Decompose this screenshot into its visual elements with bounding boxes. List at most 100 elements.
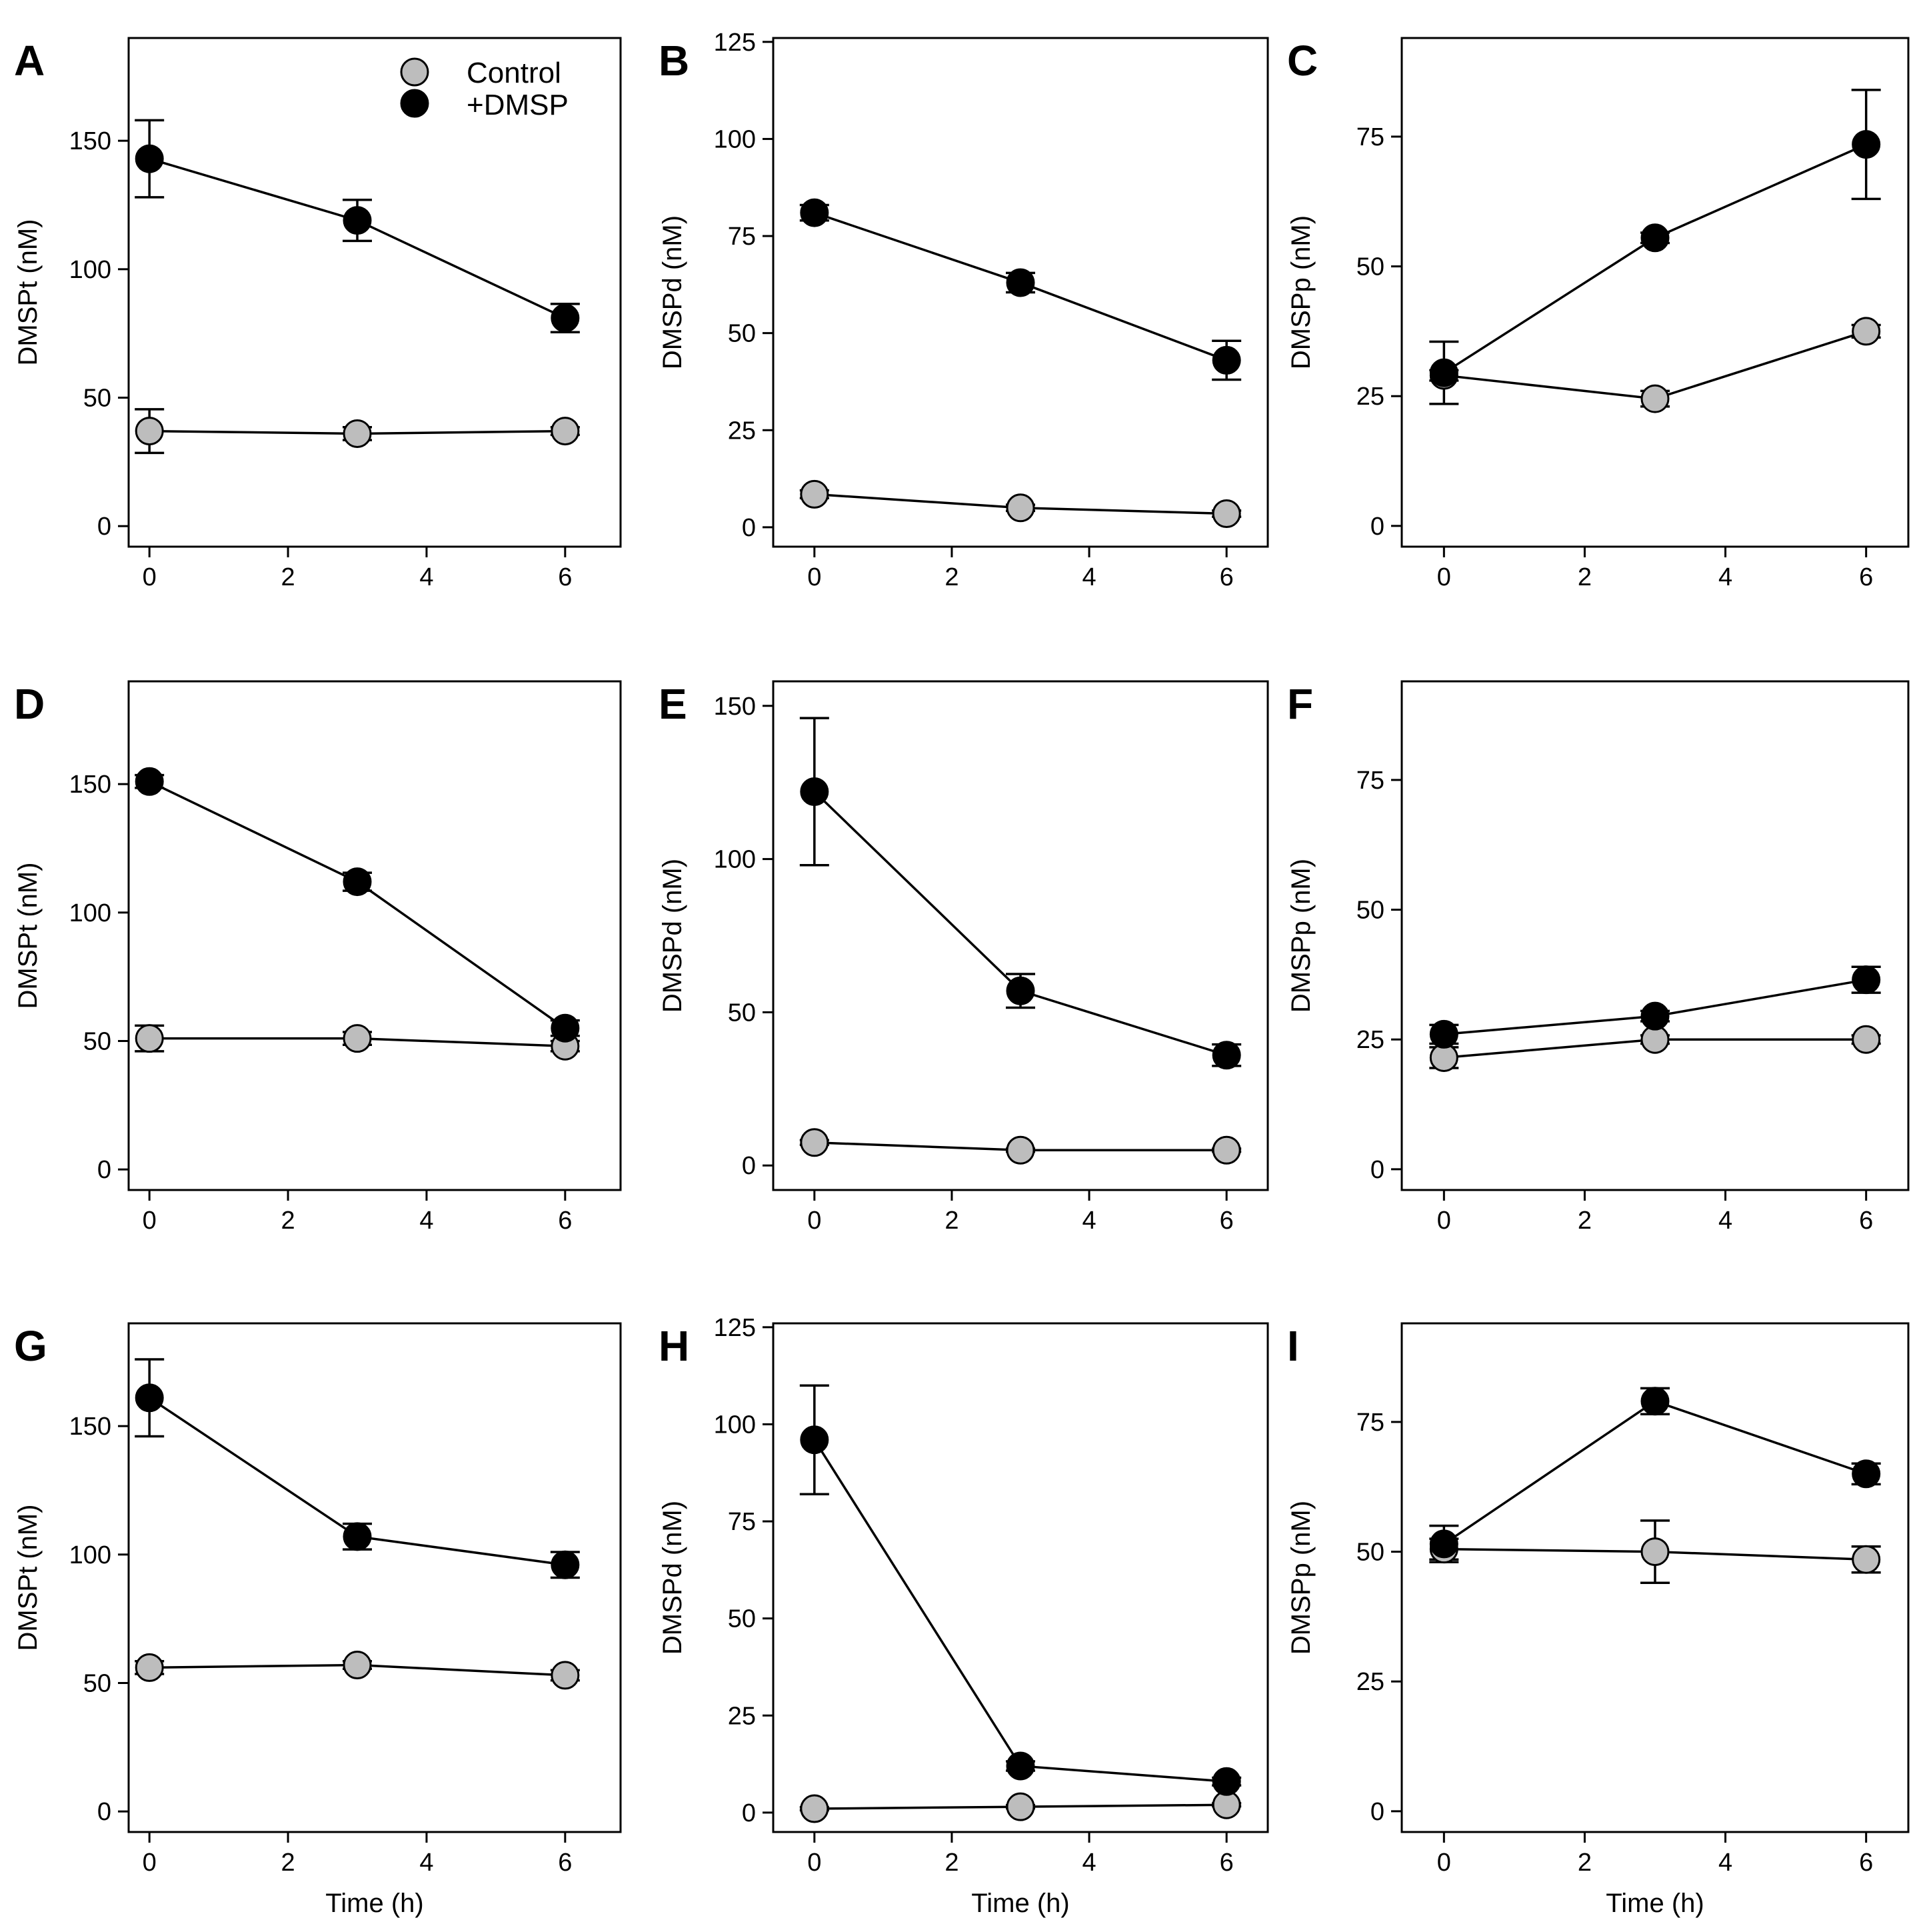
data-point-dmsp bbox=[800, 777, 829, 806]
y-tick-label: 25 bbox=[728, 417, 756, 445]
x-tick-label: 2 bbox=[945, 1207, 959, 1235]
x-tick-label: 4 bbox=[1082, 563, 1096, 591]
panel-letter: G bbox=[14, 1322, 47, 1370]
data-point-control bbox=[343, 1651, 372, 1680]
series-line bbox=[149, 780, 566, 1029]
plot-frame bbox=[772, 1322, 1269, 1833]
data-point-control bbox=[1006, 493, 1035, 523]
y-tick-label: 100 bbox=[714, 125, 756, 153]
data-point-control bbox=[343, 419, 372, 448]
data-point-dmsp bbox=[1006, 976, 1035, 1005]
y-tick-label: 100 bbox=[714, 846, 756, 874]
y-axis-title: DMSPp (nM) bbox=[1286, 215, 1316, 369]
panel-letter: E bbox=[659, 680, 687, 728]
plot-frame bbox=[1400, 37, 1910, 548]
plot-frame bbox=[127, 1322, 622, 1833]
data-point-control bbox=[343, 1024, 372, 1053]
panel-c: 0 25 50 75 0 2 4 6 DMSPp (nM) C bbox=[1286, 37, 1910, 591]
y-axis-title: DMSPp (nM) bbox=[1286, 859, 1316, 1013]
series-line bbox=[813, 1439, 1227, 1783]
x-tick-label: 6 bbox=[1220, 1849, 1234, 1877]
x-tick-label: 2 bbox=[1578, 1207, 1592, 1235]
data-point-dmsp bbox=[1429, 1019, 1458, 1049]
y-tick-label: 75 bbox=[1356, 1409, 1384, 1437]
data-point-control bbox=[1212, 499, 1241, 528]
x-tick-label: 0 bbox=[1437, 1207, 1451, 1235]
y-tick-label: 50 bbox=[83, 1027, 111, 1055]
data-point-dmsp bbox=[551, 303, 580, 333]
data-point-dmsp bbox=[1852, 130, 1881, 159]
y-tick-label: 150 bbox=[69, 771, 111, 799]
data-point-control bbox=[1006, 1792, 1035, 1821]
data-point-dmsp bbox=[1212, 1767, 1241, 1796]
y-tick-label: 150 bbox=[69, 1413, 111, 1441]
x-tick-label: 6 bbox=[1859, 1207, 1873, 1235]
y-tick-label: 0 bbox=[742, 1152, 756, 1180]
x-tick-label: 0 bbox=[807, 1849, 821, 1877]
y-tick-label: 0 bbox=[97, 1156, 111, 1184]
y-tick-label: 125 bbox=[714, 1314, 756, 1342]
data-point-control bbox=[800, 1128, 829, 1157]
x-tick-label: 6 bbox=[558, 563, 572, 591]
data-point-dmsp bbox=[1429, 358, 1458, 387]
plot-frame bbox=[127, 680, 622, 1191]
y-tick-label: 100 bbox=[714, 1411, 756, 1439]
x-tick-label: 4 bbox=[1718, 563, 1732, 591]
data-point-dmsp bbox=[135, 767, 164, 796]
x-tick-label: 4 bbox=[419, 1207, 433, 1235]
y-tick-label: 75 bbox=[728, 223, 756, 251]
plot-frame bbox=[1400, 680, 1910, 1191]
series-dmsp bbox=[799, 1384, 1242, 1787]
series-line bbox=[1443, 143, 1867, 374]
x-tick-label: 2 bbox=[281, 1207, 295, 1235]
panel-letter: A bbox=[14, 37, 45, 85]
y-axis-title: DMSPd (nM) bbox=[658, 215, 687, 369]
y-tick-label: 50 bbox=[1356, 1539, 1384, 1567]
data-point-control bbox=[1852, 1545, 1881, 1574]
x-tick-label: 0 bbox=[807, 563, 821, 591]
data-point-control bbox=[1006, 1135, 1035, 1165]
data-point-dmsp bbox=[1212, 345, 1241, 375]
plot-frame bbox=[127, 37, 622, 548]
y-tick-label: 75 bbox=[1356, 767, 1384, 795]
series-line bbox=[813, 791, 1227, 1057]
y-tick-label: 50 bbox=[728, 999, 756, 1027]
y-tick-label: 100 bbox=[69, 899, 111, 927]
x-axis-title: Time (h) bbox=[325, 1889, 423, 1918]
y-tick-label: 25 bbox=[1356, 1026, 1384, 1054]
y-tick-label: 100 bbox=[69, 256, 111, 284]
x-tick-label: 6 bbox=[1220, 563, 1234, 591]
x-tick-label: 4 bbox=[1718, 1207, 1732, 1235]
data-point-control bbox=[135, 417, 164, 446]
data-point-dmsp bbox=[1640, 223, 1670, 253]
x-tick-label: 0 bbox=[143, 1207, 157, 1235]
data-point-dmsp bbox=[800, 198, 829, 227]
plot-frame bbox=[772, 680, 1269, 1191]
y-tick-label: 25 bbox=[728, 1702, 756, 1730]
y-axis-title: DMSPd (nM) bbox=[658, 1501, 687, 1655]
y-tick-label: 0 bbox=[742, 1799, 756, 1827]
data-point-dmsp bbox=[1006, 1751, 1035, 1781]
x-tick-label: 4 bbox=[419, 563, 433, 591]
x-tick-label: 2 bbox=[1578, 563, 1592, 591]
x-axis-title: Time (h) bbox=[1606, 1889, 1704, 1918]
data-point-dmsp bbox=[1006, 268, 1035, 297]
y-tick-label: 0 bbox=[1370, 513, 1384, 541]
y-tick-label: 50 bbox=[1356, 253, 1384, 281]
x-tick-label: 0 bbox=[143, 563, 157, 591]
panel-letter: B bbox=[659, 37, 689, 85]
x-tick-label: 2 bbox=[945, 563, 959, 591]
data-point-dmsp bbox=[343, 867, 372, 897]
x-tick-label: 2 bbox=[1578, 1849, 1592, 1877]
data-point-control bbox=[1852, 1025, 1881, 1054]
panel-f: 0 25 50 75 0 2 4 6 DMSPp (nM) F bbox=[1286, 680, 1910, 1235]
panel-d: 0 50 100 150 0 2 4 6 DMSPt (nM) D bbox=[13, 680, 622, 1235]
y-tick-label: 0 bbox=[742, 514, 756, 542]
panel-h: 0 25 50 75 100 125 0 2 4 6 DMSPd (nM) Time (h) H bbox=[658, 1314, 1269, 1918]
legend-label-dmsp: +DMSP bbox=[467, 89, 569, 121]
legend: Control +DMSP bbox=[400, 57, 569, 121]
y-tick-label: 0 bbox=[1370, 1798, 1384, 1826]
data-point-dmsp bbox=[1852, 1459, 1881, 1489]
y-axis-title: DMSPd (nM) bbox=[658, 859, 687, 1013]
